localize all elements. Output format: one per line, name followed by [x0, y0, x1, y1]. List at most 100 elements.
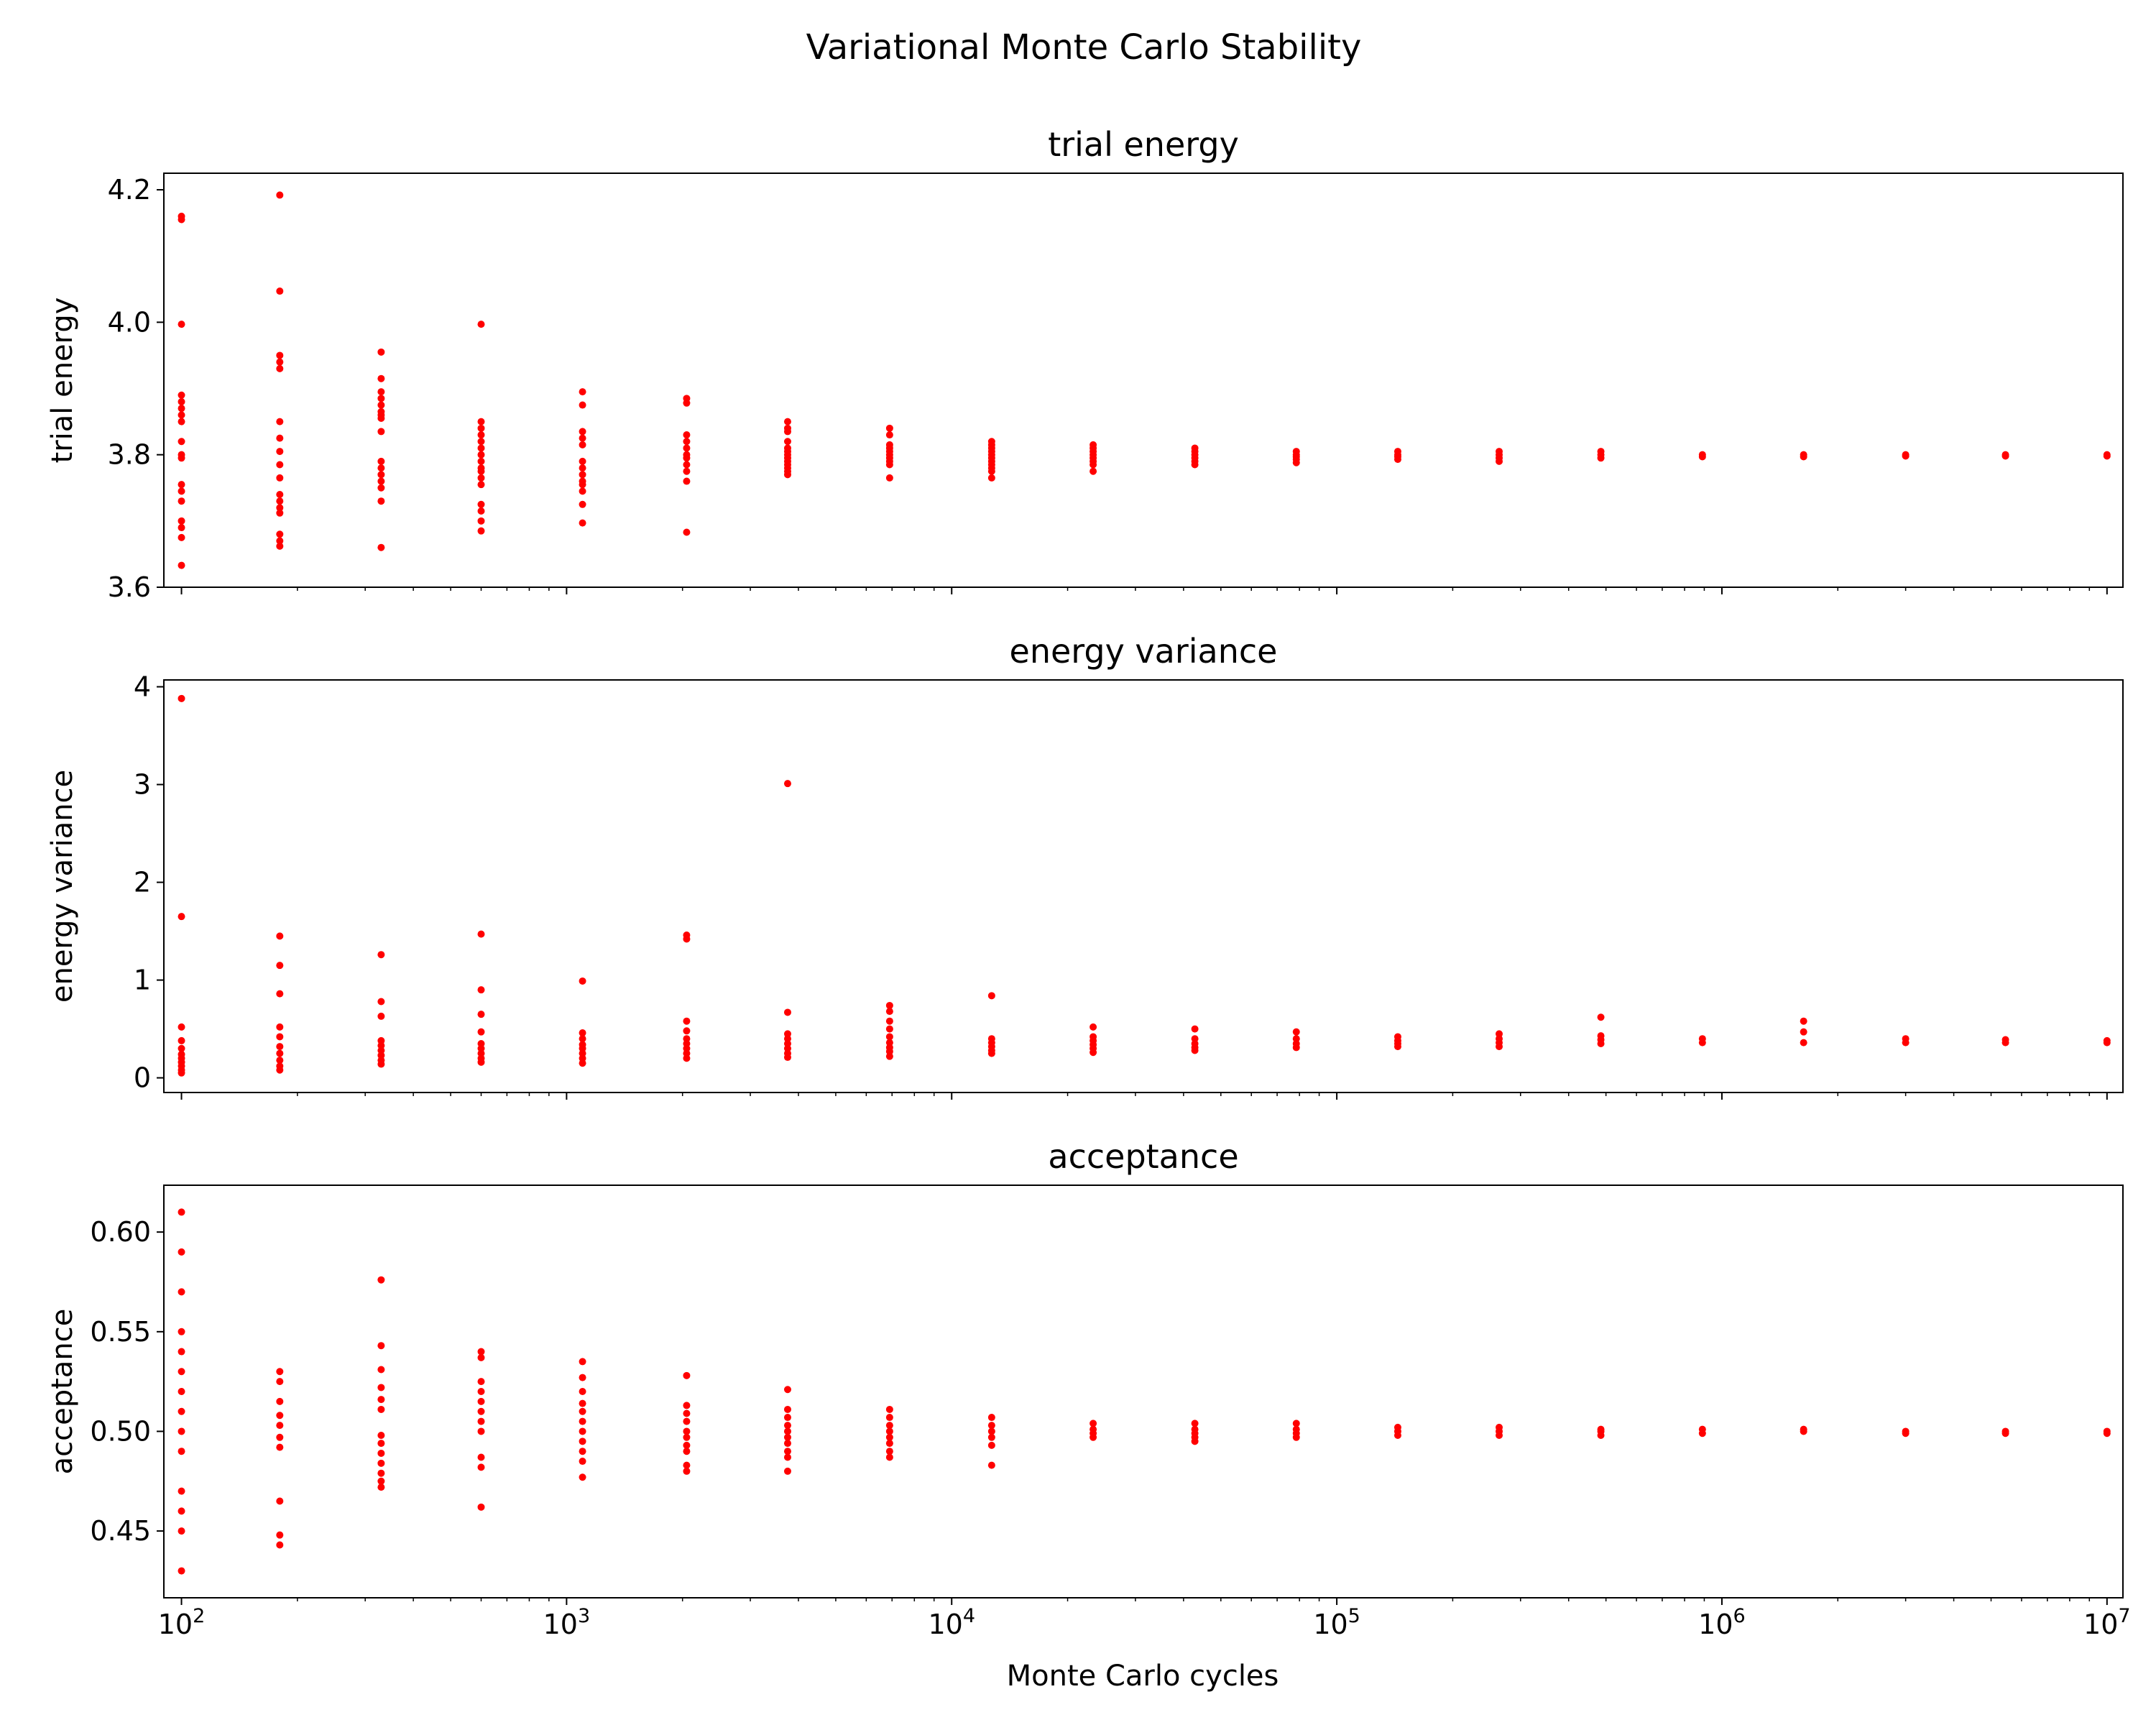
data-point — [178, 533, 185, 541]
data-point — [987, 474, 995, 482]
data-point — [783, 1448, 791, 1455]
data-point — [276, 509, 284, 517]
data-point — [885, 1001, 893, 1009]
data-point — [477, 474, 485, 482]
data-point — [377, 374, 385, 382]
data-point — [579, 1029, 586, 1037]
y-tick-label: 4.2 — [108, 174, 151, 206]
data-point — [885, 1448, 893, 1455]
data-point — [579, 434, 586, 442]
data-point — [276, 1049, 284, 1057]
data-point — [477, 481, 485, 489]
data-point — [178, 1487, 185, 1495]
x-tick-label-base: 10 — [2083, 1609, 2118, 1640]
data-point — [579, 1473, 586, 1481]
data-point — [683, 1467, 691, 1475]
data-point — [579, 441, 586, 448]
data-point — [885, 1008, 893, 1016]
data-point — [1800, 1017, 1807, 1025]
x-tick-label: 107 — [2083, 1605, 2131, 1640]
data-point — [783, 1422, 791, 1430]
data-point — [1089, 1049, 1097, 1057]
data-point — [377, 471, 385, 479]
data-point — [178, 561, 185, 569]
data-point — [683, 1027, 691, 1035]
data-point — [1292, 1433, 1300, 1441]
data-point — [178, 487, 185, 495]
data-point — [683, 1448, 691, 1455]
data-point — [579, 1427, 586, 1435]
data-point — [1902, 452, 1909, 460]
data-point — [477, 1058, 485, 1066]
data-point — [1597, 1039, 1605, 1047]
data-point — [377, 543, 385, 551]
data-point — [276, 504, 284, 512]
data-point — [2103, 1430, 2111, 1438]
subplot-2: energy variance energy variance 0 1 2 3 4 — [46, 632, 2124, 1100]
data-point — [276, 1057, 284, 1064]
data-point — [683, 467, 691, 475]
y-tick-label: 3.8 — [108, 439, 151, 471]
data-point — [477, 507, 485, 515]
data-point — [783, 1467, 791, 1475]
data-point — [579, 1417, 586, 1425]
data-point — [477, 444, 485, 452]
data-point — [783, 428, 791, 436]
data-point — [477, 321, 485, 328]
data-point — [178, 1427, 185, 1435]
data-point — [885, 461, 893, 469]
data-point — [477, 1353, 485, 1361]
data-point — [276, 1397, 284, 1405]
data-point — [178, 1348, 185, 1356]
data-point — [178, 1208, 185, 1216]
y-tick-label: 2 — [134, 867, 151, 898]
x-tick-label: 104 — [928, 1605, 975, 1640]
subplot-title: acceptance — [1048, 1137, 1238, 1176]
data-point — [2103, 1039, 2111, 1046]
data-point — [276, 288, 284, 295]
axes-frame — [163, 1184, 2124, 1598]
x-axis-label: Monte Carlo cycles — [1007, 1660, 1279, 1693]
data-point — [885, 1433, 893, 1441]
data-point — [1496, 1043, 1503, 1051]
data-point — [683, 431, 691, 439]
data-point — [377, 457, 385, 465]
data-point — [1800, 1028, 1807, 1036]
data-point — [1496, 1432, 1503, 1440]
data-point — [477, 500, 485, 508]
data-point — [276, 474, 284, 482]
data-point — [683, 477, 691, 485]
data-point — [276, 530, 284, 538]
data-point — [377, 1366, 385, 1374]
data-point — [683, 1017, 691, 1025]
data-point — [178, 397, 185, 405]
data-point — [1393, 456, 1401, 464]
data-point — [579, 428, 586, 436]
data-point — [377, 484, 385, 492]
subplot-title: energy variance — [1010, 632, 1278, 671]
data-point — [477, 1388, 485, 1395]
y-axis-label: energy variance — [46, 770, 79, 1003]
data-point — [987, 467, 995, 475]
data-point — [885, 1453, 893, 1461]
data-point — [377, 1405, 385, 1413]
data-points — [178, 191, 2111, 569]
data-point — [178, 1044, 185, 1052]
data-point — [178, 405, 185, 413]
x-tick-label-base: 10 — [1698, 1609, 1733, 1640]
x-tick-label-base: 10 — [543, 1609, 578, 1640]
data-point — [477, 1427, 485, 1435]
data-point — [477, 930, 485, 938]
data-point — [276, 448, 284, 456]
data-point — [987, 992, 995, 1000]
data-point — [1292, 1044, 1300, 1052]
data-point — [683, 461, 691, 469]
data-point — [276, 1541, 284, 1549]
data-point — [276, 191, 284, 199]
data-point — [1191, 1046, 1199, 1054]
x-tick-label: 103 — [543, 1605, 591, 1640]
x-tick-label-base: 10 — [158, 1609, 193, 1640]
data-point — [579, 481, 586, 489]
data-point — [783, 418, 791, 426]
